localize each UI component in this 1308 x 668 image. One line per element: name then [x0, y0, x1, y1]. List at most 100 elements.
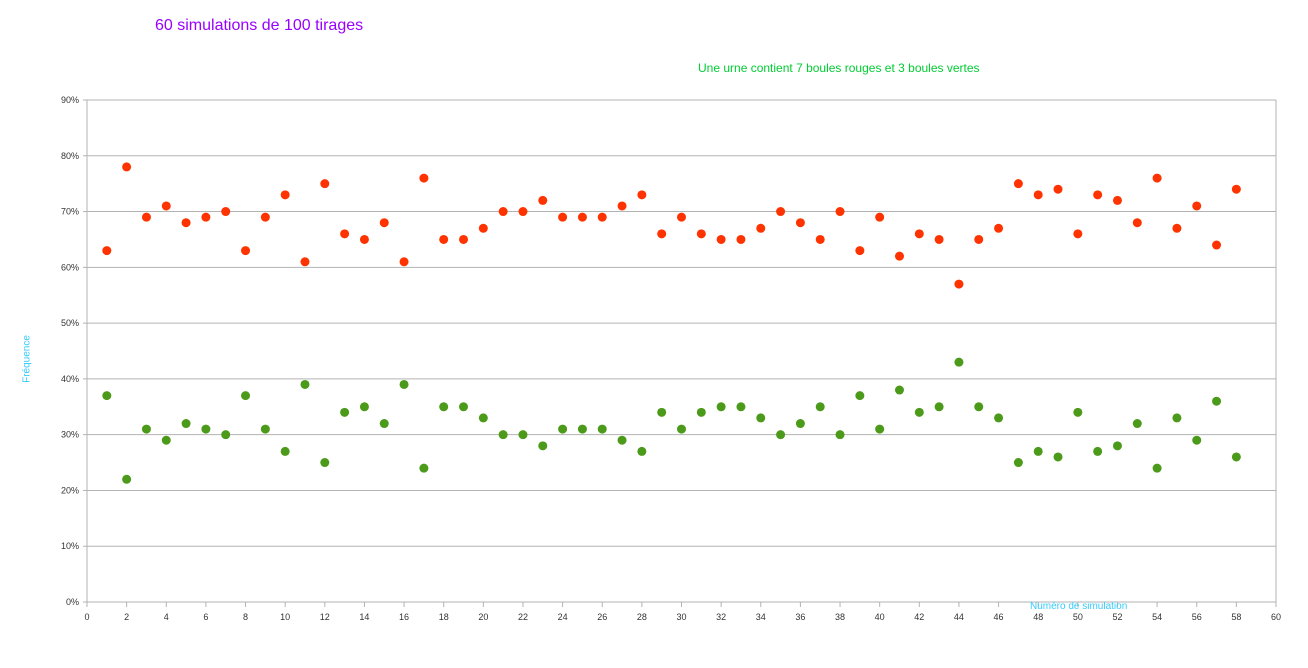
data-point-rouges: [597, 212, 607, 222]
x-tick-label: 14: [359, 612, 369, 622]
y-tick-label: 10%: [61, 541, 79, 551]
data-point-rouges: [894, 251, 904, 261]
y-tick-label: 90%: [61, 95, 79, 105]
x-tick-label: 4: [164, 612, 169, 622]
x-tick-label: 28: [637, 612, 647, 622]
data-point-vertes: [1132, 419, 1142, 429]
x-tick-label: 22: [518, 612, 528, 622]
data-point-rouges: [875, 212, 885, 222]
y-tick-label: 70%: [61, 207, 79, 217]
data-point-vertes: [756, 413, 766, 423]
data-point-rouges: [359, 234, 369, 244]
data-point-rouges: [518, 207, 528, 217]
x-tick-label: 30: [676, 612, 686, 622]
data-point-vertes: [1231, 452, 1241, 462]
data-point-vertes: [994, 413, 1004, 423]
data-point-vertes: [855, 391, 865, 401]
data-point-rouges: [1013, 179, 1023, 189]
data-point-rouges: [181, 218, 191, 228]
data-point-rouges: [954, 279, 964, 289]
data-point-rouges: [558, 212, 568, 222]
data-point-vertes: [260, 424, 270, 434]
x-tick-label: 6: [203, 612, 208, 622]
data-point-vertes: [577, 424, 587, 434]
data-point-vertes: [795, 419, 805, 429]
y-tick-label: 0%: [66, 597, 79, 607]
data-point-rouges: [1093, 190, 1103, 200]
data-point-vertes: [776, 430, 786, 440]
data-point-vertes: [478, 413, 488, 423]
y-axis-label: Fréquence: [21, 335, 33, 383]
data-point-rouges: [419, 173, 429, 183]
data-point-vertes: [439, 402, 449, 412]
data-point-rouges: [161, 201, 171, 211]
data-point-rouges: [795, 218, 805, 228]
data-point-vertes: [1152, 463, 1162, 473]
x-tick-label: 24: [558, 612, 568, 622]
data-point-vertes: [459, 402, 469, 412]
x-tick-label: 34: [756, 612, 766, 622]
data-point-rouges: [102, 246, 112, 256]
data-point-rouges: [994, 223, 1004, 233]
data-point-vertes: [1053, 452, 1063, 462]
data-point-vertes: [241, 391, 251, 401]
data-point-vertes: [815, 402, 825, 412]
data-point-vertes: [399, 379, 409, 389]
data-point-vertes: [1192, 435, 1202, 445]
data-point-rouges: [122, 162, 132, 172]
y-tick-label: 50%: [61, 318, 79, 328]
data-point-vertes: [835, 430, 845, 440]
data-point-rouges: [914, 229, 924, 239]
x-tick-label: 50: [1073, 612, 1083, 622]
data-point-rouges: [340, 229, 350, 239]
data-point-rouges: [379, 218, 389, 228]
data-point-vertes: [320, 458, 330, 468]
data-point-vertes: [875, 424, 885, 434]
data-point-rouges: [855, 246, 865, 256]
data-point-vertes: [1112, 441, 1122, 451]
data-point-vertes: [518, 430, 528, 440]
data-point-vertes: [1212, 396, 1222, 406]
data-point-rouges: [221, 207, 231, 217]
data-point-rouges: [1073, 229, 1083, 239]
x-tick-label: 36: [795, 612, 805, 622]
data-point-vertes: [914, 407, 924, 417]
data-point-rouges: [835, 207, 845, 217]
y-tick-label: 60%: [61, 262, 79, 272]
data-point-vertes: [894, 385, 904, 395]
data-point-rouges: [677, 212, 686, 222]
chart-title: 60 simulations de 100 tirages: [155, 17, 364, 34]
x-tick-label: 20: [478, 612, 488, 622]
data-point-vertes: [597, 424, 607, 434]
data-point-rouges: [459, 234, 469, 244]
data-point-rouges: [320, 179, 330, 189]
data-point-rouges: [241, 246, 251, 256]
x-tick-label: 40: [875, 612, 885, 622]
data-point-rouges: [1112, 195, 1122, 205]
data-point-rouges: [736, 234, 746, 244]
x-tick-label: 26: [597, 612, 607, 622]
data-point-vertes: [1093, 446, 1103, 456]
data-point-vertes: [340, 407, 350, 417]
data-point-vertes: [736, 402, 746, 412]
x-tick-label: 60: [1271, 612, 1281, 622]
data-point-rouges: [300, 257, 310, 267]
data-point-rouges: [1152, 173, 1162, 183]
data-point-rouges: [538, 195, 548, 205]
data-point-rouges: [776, 207, 786, 217]
data-point-rouges: [498, 207, 508, 217]
data-point-rouges: [399, 257, 409, 267]
y-tick-label: 80%: [61, 151, 79, 161]
data-point-rouges: [260, 212, 270, 222]
data-point-vertes: [1073, 407, 1083, 417]
data-point-rouges: [201, 212, 211, 222]
data-point-rouges: [756, 223, 766, 233]
data-point-rouges: [478, 223, 488, 233]
x-tick-label: 18: [439, 612, 449, 622]
data-point-rouges: [1172, 223, 1182, 233]
data-point-vertes: [974, 402, 984, 412]
data-point-vertes: [181, 419, 191, 429]
data-point-rouges: [1192, 201, 1202, 211]
data-point-vertes: [538, 441, 548, 451]
